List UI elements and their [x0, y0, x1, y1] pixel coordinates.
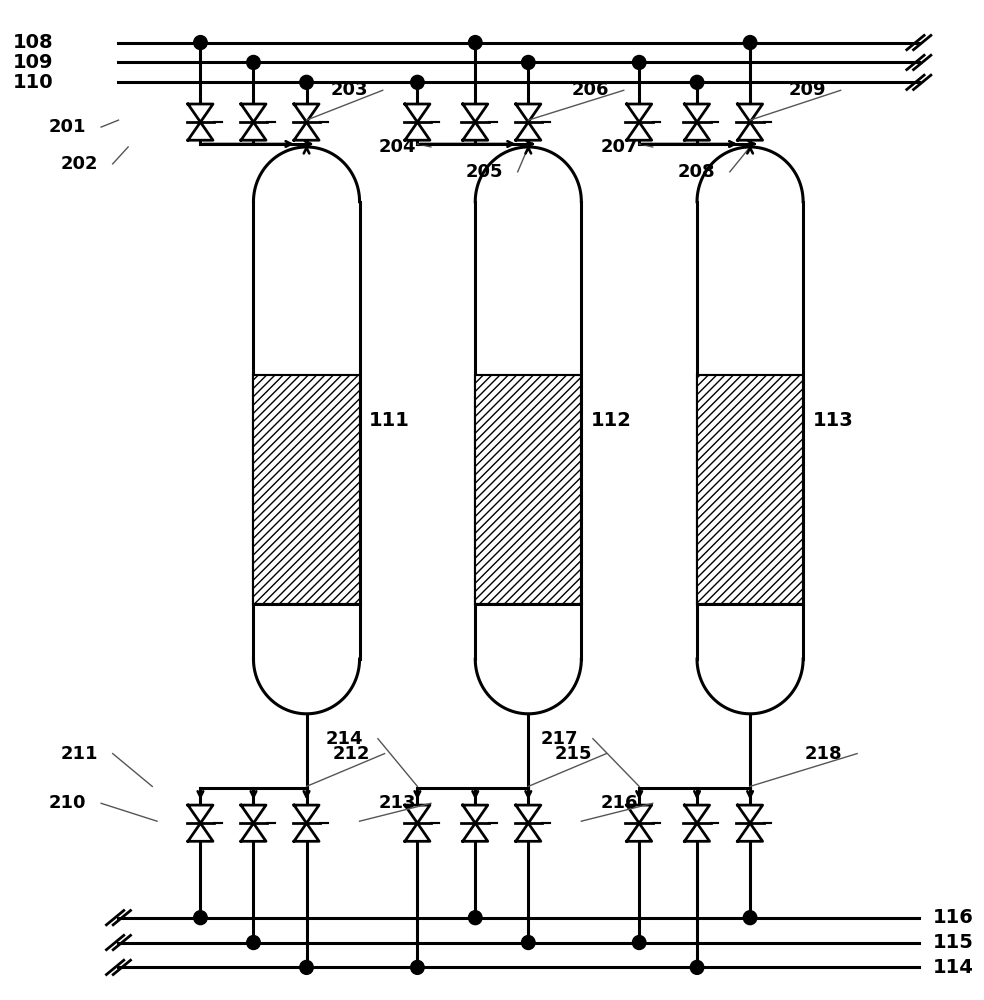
Bar [254, 375, 359, 604]
Text: 206: 206 [572, 81, 609, 99]
Text: 214: 214 [326, 730, 363, 748]
Circle shape [522, 936, 535, 949]
Circle shape [691, 75, 704, 89]
Bar [475, 375, 582, 604]
Circle shape [194, 36, 208, 50]
Circle shape [691, 960, 704, 974]
Text: 203: 203 [331, 81, 368, 99]
Text: 204: 204 [379, 138, 416, 156]
Circle shape [300, 960, 313, 974]
Bar [697, 375, 803, 604]
Text: 218: 218 [805, 745, 842, 763]
Text: 202: 202 [61, 155, 98, 173]
Circle shape [468, 911, 482, 925]
Circle shape [743, 911, 757, 925]
Text: 110: 110 [13, 73, 53, 92]
Text: 109: 109 [13, 53, 53, 72]
Text: 207: 207 [600, 138, 638, 156]
Text: 115: 115 [933, 933, 974, 952]
Circle shape [522, 55, 535, 69]
Circle shape [468, 36, 482, 50]
Text: 210: 210 [49, 794, 87, 812]
Text: 209: 209 [788, 81, 827, 99]
Circle shape [247, 55, 260, 69]
Circle shape [247, 936, 260, 949]
Text: 216: 216 [600, 794, 638, 812]
Circle shape [410, 960, 424, 974]
Bar [475, 375, 582, 604]
Circle shape [633, 936, 646, 949]
Bar [697, 375, 803, 604]
Circle shape [410, 75, 424, 89]
Text: 114: 114 [933, 958, 974, 977]
Bar [254, 375, 359, 604]
Text: 211: 211 [61, 745, 98, 763]
Text: 116: 116 [933, 908, 974, 927]
Text: 205: 205 [465, 163, 503, 181]
Text: 212: 212 [333, 745, 370, 763]
Text: 213: 213 [379, 794, 416, 812]
Text: 217: 217 [541, 730, 579, 748]
Text: 215: 215 [554, 745, 591, 763]
Circle shape [743, 36, 757, 50]
Text: 112: 112 [591, 411, 632, 430]
Text: 208: 208 [678, 163, 715, 181]
Circle shape [633, 55, 646, 69]
Text: 108: 108 [13, 33, 53, 52]
Circle shape [300, 75, 313, 89]
Circle shape [194, 911, 208, 925]
Text: 201: 201 [49, 118, 87, 136]
Text: 111: 111 [369, 411, 410, 430]
Text: 113: 113 [813, 411, 853, 430]
